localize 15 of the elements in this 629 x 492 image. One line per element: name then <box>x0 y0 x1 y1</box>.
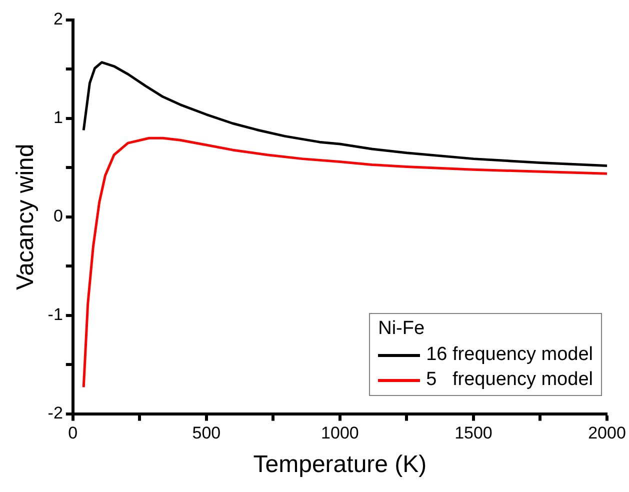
y-tick-label: -1 <box>48 305 63 324</box>
x-tick-label: 2000 <box>588 424 626 443</box>
x-tick-label: 1500 <box>454 424 492 443</box>
y-tick-label: 0 <box>53 206 63 226</box>
y-tick-label: -2 <box>48 403 63 422</box>
x-tick-label: 1000 <box>321 424 359 443</box>
legend-label: 16 frequency model <box>426 344 593 366</box>
x-axis-title: Temperature (K) <box>253 451 427 478</box>
legend-title: Ni-Fe <box>378 318 426 340</box>
y-axis-title: Vacancy wind <box>12 144 40 290</box>
y-tick-label: 1 <box>53 108 63 128</box>
x-tick-label: 500 <box>192 424 221 443</box>
y-tick-label: 2 <box>53 10 63 29</box>
x-tick-label: 0 <box>68 424 78 443</box>
legend-label: 5 frequency model <box>426 369 593 391</box>
